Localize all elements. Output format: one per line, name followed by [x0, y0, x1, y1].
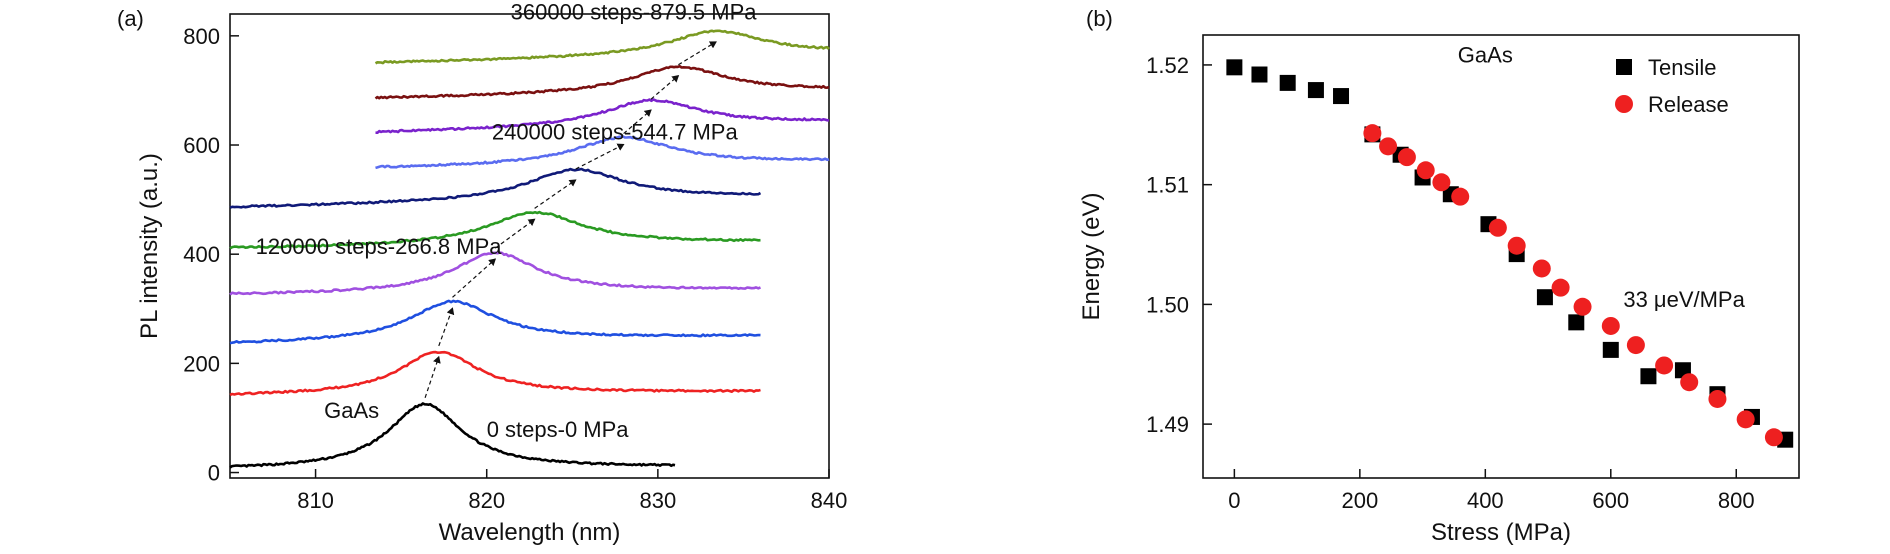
release-point-14	[1655, 356, 1674, 375]
legend-marker-release	[1615, 95, 1633, 113]
peak-shift-arrow-6	[575, 143, 625, 170]
spectrum-line-1	[229, 402, 676, 469]
peak-shift-arrow-4	[494, 218, 536, 249]
panel-a-label: (a)	[117, 6, 144, 31]
x-tick-label-a-810: 810	[297, 488, 334, 513]
x-tick-label-a-820: 820	[468, 488, 505, 513]
y-axis-title-a: PL intensity (a.u.)	[136, 153, 163, 339]
x-tick-label-a-840: 840	[811, 488, 848, 513]
y-tick-label-a-0: 0	[208, 461, 220, 486]
panel-b-energy-vs-stress: (b) 0 200 400 600 800 1.49 1.50 1.51 1.52 Stress …	[1078, 6, 1800, 546]
legend-label-release: Release	[1648, 92, 1729, 117]
peak-shift-arrow-5	[534, 179, 577, 209]
release-point-6	[1451, 187, 1470, 206]
annotation-a-1: 360000 steps-879.5 MPa	[511, 0, 758, 24]
release-point-3	[1397, 148, 1416, 167]
annotation-a-4: 0 steps-0 MPa	[487, 417, 630, 442]
annotation-b-2: 33 μeV/MPa	[1623, 287, 1745, 312]
release-point-11	[1573, 297, 1592, 316]
peak-shift-arrow-1	[424, 355, 441, 398]
spectrum-line-5	[229, 210, 761, 250]
y-tick-label-b-0: 1.49	[1146, 412, 1189, 437]
tensile-point-12	[1536, 289, 1553, 306]
x-tick-label-b-600: 600	[1592, 488, 1629, 513]
tensile-point-4	[1307, 82, 1324, 99]
y-tick-label-b-2: 1.51	[1146, 173, 1189, 198]
release-point-18	[1764, 428, 1783, 447]
spectrum-line-2	[229, 350, 761, 397]
spectrum-line-8	[375, 98, 830, 134]
spectrum-line-3	[229, 299, 761, 345]
annotation-a-2: 240000 steps-544.7 MPa	[492, 120, 739, 145]
spectrum-line-10	[374, 29, 830, 65]
release-point-1	[1363, 124, 1382, 143]
release-point-13	[1626, 336, 1645, 355]
annotation-a-5: GaAs	[324, 398, 379, 423]
x-tick-label-b-0: 0	[1228, 488, 1240, 513]
release-point-5	[1432, 173, 1451, 192]
release-point-8	[1507, 236, 1526, 255]
plot-frame-b	[1202, 34, 1800, 479]
peak-shift-arrow-2	[438, 307, 455, 347]
x-axis-title-a: Wavelength (nm)	[439, 519, 621, 546]
annotation-b-1: GaAs	[1458, 43, 1513, 68]
y-tick-label-a-600: 600	[183, 133, 220, 158]
tensile-point-15	[1640, 368, 1657, 385]
peak-shift-arrow-9	[678, 41, 717, 66]
y-tick-label-a-800: 800	[183, 24, 220, 49]
y-tick-label-b-1: 1.50	[1146, 292, 1189, 317]
x-tick-label-b-200: 200	[1341, 488, 1378, 513]
tensile-point-14	[1602, 341, 1619, 358]
tensile-point-2	[1251, 66, 1268, 83]
release-point-7	[1488, 218, 1507, 237]
legend-label-tensile: Tensile	[1648, 55, 1716, 80]
peak-shift-arrow-7	[623, 109, 652, 135]
release-point-16	[1708, 389, 1727, 408]
x-tick-label-b-400: 400	[1467, 488, 1504, 513]
release-point-12	[1601, 316, 1620, 335]
peak-shift-arrow-8	[650, 75, 680, 100]
x-axis-title-b: Stress (MPa)	[1431, 519, 1571, 546]
release-point-17	[1736, 410, 1755, 429]
plot-frame-a	[229, 13, 830, 479]
tensile-point-1	[1226, 59, 1243, 76]
tensile-point-5	[1333, 88, 1350, 105]
release-point-2	[1379, 137, 1398, 156]
legend-marker-tensile	[1616, 59, 1632, 75]
spectrum-line-6	[229, 167, 762, 209]
y-tick-label-a-400: 400	[183, 242, 220, 267]
release-point-9	[1532, 259, 1551, 278]
y-tick-label-a-200: 200	[183, 351, 220, 376]
panel-b-label: (b)	[1086, 6, 1113, 31]
release-point-4	[1416, 161, 1435, 180]
peak-shift-arrow-3	[452, 258, 497, 298]
x-tick-label-b-800: 800	[1718, 488, 1755, 513]
y-tick-label-b-3: 1.52	[1146, 53, 1189, 78]
spectrum-line-7	[375, 135, 830, 170]
legend: Tensile Release	[1615, 55, 1729, 117]
tensile-point-3	[1279, 74, 1296, 91]
release-point-15	[1680, 373, 1699, 392]
tensile-point-13	[1568, 314, 1585, 331]
y-axis-title-b: Energy (eV)	[1078, 192, 1105, 320]
panel-a-pl-spectra: (a) 810 820 830 840 0 200 400 600 800 Wavelength …	[117, 0, 847, 546]
spectrum-line-4	[229, 251, 761, 296]
spectrum-line-9	[374, 64, 830, 100]
annotation-a-3: 120000 steps-266.8 MPa	[256, 234, 503, 259]
release-point-10	[1551, 278, 1570, 297]
x-tick-label-a-830: 830	[639, 488, 676, 513]
